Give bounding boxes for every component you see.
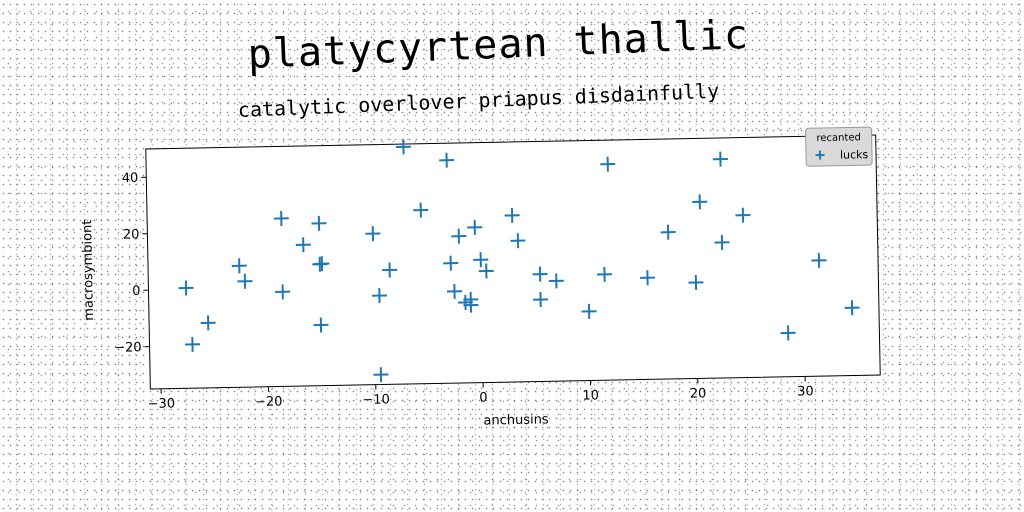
data-point bbox=[373, 367, 389, 383]
data-point bbox=[596, 266, 613, 282]
y-tick-label: −20 bbox=[114, 340, 142, 356]
x-axis: −30 −20 −10 0 10 20 30 bbox=[148, 376, 814, 412]
data-point bbox=[532, 266, 548, 282]
data-point bbox=[200, 315, 216, 331]
legend-box bbox=[805, 126, 873, 167]
y-tick-label: 20 bbox=[123, 227, 140, 242]
data-point bbox=[548, 273, 564, 289]
data-point bbox=[313, 317, 329, 333]
data-point bbox=[478, 263, 494, 279]
data-point bbox=[473, 252, 489, 268]
legend: recanted lucks bbox=[805, 126, 873, 167]
data-point bbox=[533, 292, 549, 308]
chart-plot-group: −30 −20 −10 0 10 20 30 −20 0 20 40 anchusins macr… bbox=[80, 126, 881, 429]
data-point bbox=[600, 156, 616, 172]
data-point bbox=[275, 284, 291, 300]
data-point bbox=[443, 255, 459, 271]
data-point bbox=[273, 210, 289, 226]
y-tick-label: 0 bbox=[132, 284, 141, 299]
data-point bbox=[692, 194, 708, 210]
data-point bbox=[395, 139, 411, 155]
data-point bbox=[295, 237, 311, 253]
data-point bbox=[446, 283, 463, 299]
legend-marker-plus bbox=[815, 150, 825, 160]
data-point bbox=[712, 151, 728, 167]
x-axis-label: anchusins bbox=[483, 412, 549, 428]
x-tick-label: −20 bbox=[255, 394, 283, 410]
data-point bbox=[844, 300, 860, 316]
x-tick-label: 20 bbox=[690, 386, 707, 401]
x-tick-label: 30 bbox=[797, 384, 814, 399]
data-point bbox=[463, 297, 479, 313]
data-point bbox=[811, 252, 827, 268]
y-axis: −20 0 20 40 bbox=[114, 171, 150, 356]
data-point bbox=[371, 288, 387, 304]
y-axis-label: macrosymbiont bbox=[80, 219, 97, 320]
x-tick-label: 0 bbox=[479, 390, 488, 405]
x-tick-label: 10 bbox=[582, 388, 599, 403]
data-points bbox=[178, 139, 860, 383]
data-point bbox=[311, 215, 327, 231]
data-point bbox=[314, 256, 330, 272]
y-tick-label: 40 bbox=[122, 171, 139, 186]
data-point bbox=[510, 233, 526, 249]
x-tick-label: −30 bbox=[148, 396, 176, 412]
data-point bbox=[439, 152, 455, 168]
data-point bbox=[184, 336, 200, 352]
legend-title: recanted bbox=[816, 132, 861, 144]
data-point bbox=[231, 258, 247, 274]
data-point bbox=[581, 303, 597, 319]
data-point bbox=[780, 325, 796, 341]
data-point bbox=[640, 270, 656, 286]
data-point bbox=[451, 228, 467, 244]
plot-frame bbox=[145, 134, 881, 390]
data-point bbox=[714, 234, 730, 250]
data-point bbox=[660, 224, 676, 240]
data-point bbox=[413, 202, 429, 218]
data-point bbox=[504, 207, 520, 223]
data-point bbox=[735, 207, 751, 223]
data-point bbox=[467, 219, 483, 235]
data-point bbox=[382, 262, 398, 278]
data-point bbox=[365, 226, 381, 242]
data-point bbox=[237, 273, 253, 289]
data-point bbox=[178, 280, 194, 296]
legend-label: lucks bbox=[840, 148, 869, 162]
x-tick-label: −10 bbox=[362, 392, 390, 408]
data-point bbox=[688, 274, 704, 290]
